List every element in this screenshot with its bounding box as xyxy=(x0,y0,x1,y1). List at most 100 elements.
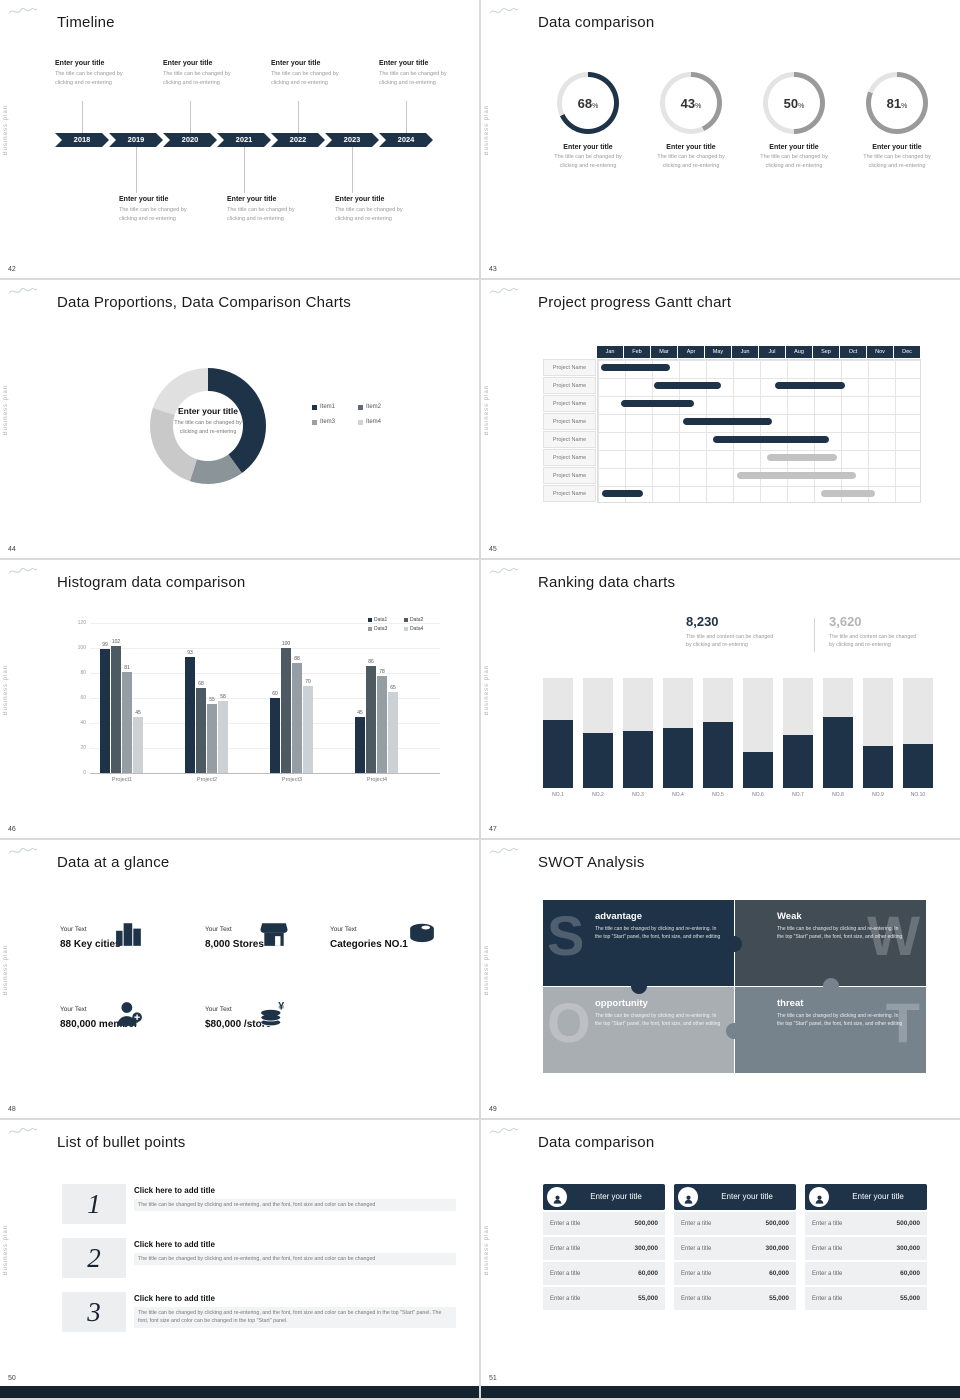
gridline xyxy=(90,673,440,674)
pie-legend: Item1 Item2 Item3 Item4 xyxy=(312,404,404,425)
stat-value: 8,230 xyxy=(686,614,719,629)
logo-squiggle-icon xyxy=(489,848,519,854)
timeline-entry-desc: clicking and re-entering xyxy=(335,215,392,222)
card-row: Enter a title 55,000 xyxy=(805,1287,927,1310)
data-card: Enter your title Enter a title 500,000 Ente… xyxy=(674,1184,796,1310)
swot-text: threat The title can be changed by clicki… xyxy=(777,998,903,1029)
donut-desc: clicking and re-entering xyxy=(868,162,926,169)
cards-canvas: Enter your title Enter a title 500,000 Ente… xyxy=(481,1120,960,1398)
card-row: Enter a title 300,000 xyxy=(543,1237,665,1260)
bar-value-label: 65 xyxy=(390,684,396,691)
gridline xyxy=(90,623,440,624)
legend-swatch xyxy=(358,404,363,410)
donut-ring: 43% xyxy=(660,72,722,134)
card-header-title: Enter your title xyxy=(590,1192,642,1201)
legend-item: Data1 xyxy=(368,617,404,623)
slide-gantt[interactable]: Business plan Project progress Gantt cha… xyxy=(481,280,960,558)
pie-center-title: Enter your title xyxy=(178,406,238,416)
stat-block: 3,620 The title and content can be change… xyxy=(829,614,951,650)
stat-item-label: Your Text xyxy=(205,1006,232,1013)
svg-text:¥: ¥ xyxy=(278,1001,284,1013)
bar-value-label: 88 xyxy=(294,656,300,662)
card-row-value: 500,000 xyxy=(634,1220,659,1227)
timeline-year-marker: 2024 xyxy=(379,133,433,147)
stat-item-value: 8,000 Stores xyxy=(205,939,264,950)
x-axis-label: NO.9 xyxy=(872,792,884,798)
bar xyxy=(366,665,376,773)
gantt-month-header: Jun xyxy=(732,346,758,358)
axis-tick-label: 80 xyxy=(80,670,86,676)
timeline-year-marker: 2021 xyxy=(217,133,271,147)
timeline-entry-title: Enter your title xyxy=(55,60,105,67)
footer-bar xyxy=(481,1386,960,1398)
gantt-month-header: Apr xyxy=(678,346,704,358)
card-row-value: 55,000 xyxy=(769,1295,789,1302)
ranking-bar-fill xyxy=(623,730,653,788)
legend-item: Data2 xyxy=(404,617,440,623)
slide-data-glance[interactable]: Business plan Data at a glance Your Text… xyxy=(0,840,479,1118)
slide-donut-comparison[interactable]: Business plan Data comparison 68% Enter y… xyxy=(481,0,960,278)
slide-ranking[interactable]: Business plan Ranking data charts 8,230 T… xyxy=(481,560,960,838)
legend-item: Item4 xyxy=(358,419,404,425)
ranking-bar-fill xyxy=(783,735,813,788)
stat-item-value: 880,000 member xyxy=(60,1019,138,1030)
gantt-bar xyxy=(621,400,695,407)
donut-unit: % xyxy=(592,102,599,110)
page-title: Timeline xyxy=(57,14,115,31)
slide-histogram[interactable]: Business plan Histogram data comparison … xyxy=(0,560,479,838)
page-number: 45 xyxy=(489,546,497,553)
donut-desc: The title can be changed by xyxy=(863,154,931,160)
timeline-entry-title: Enter your title xyxy=(379,60,429,67)
donut-desc: The title can be changed by xyxy=(760,154,828,160)
donut-title: Enter your title xyxy=(563,144,613,151)
swot-text: opportunity The title can be changed by c… xyxy=(595,998,721,1029)
timeline-entry-desc: The title can be changed by xyxy=(163,71,231,77)
bar xyxy=(207,704,217,773)
bar xyxy=(355,716,365,773)
page-title: Data comparison xyxy=(538,1134,655,1151)
bullet-content: Click here to add title The title can be … xyxy=(134,1186,456,1212)
gridline xyxy=(90,698,440,699)
bar-value-label: 102 xyxy=(111,638,121,645)
ranking-bar-fill xyxy=(823,716,853,788)
slide-pie-proportions[interactable]: Business plan Data Proportions, Data Com… xyxy=(0,280,479,558)
card-row: Enter a title 55,000 xyxy=(674,1287,796,1310)
swot-letter: T xyxy=(885,991,920,1054)
legend-swatch xyxy=(368,627,372,631)
donut-value: 81% xyxy=(886,95,908,111)
timeline-entry-title: Enter your title xyxy=(163,60,213,67)
donut-hole: 68% xyxy=(562,77,614,129)
timeline-canvas: 2018 2019 2020 2021 2022 2023 2024 Enter your t… xyxy=(0,0,479,278)
gridline xyxy=(90,723,440,724)
card-row-label: Enter a title xyxy=(812,1220,843,1227)
gantt-canvas: Jan Feb Mar Apr May Jun Jul Aug Sep Oct Nov Dec Proj… xyxy=(481,280,960,558)
bar-value-label: 93 xyxy=(187,649,193,656)
ranking-bar-fill xyxy=(903,744,933,788)
donut-cell: 43% Enter your title The title can be chan… xyxy=(645,72,737,171)
bar-value-label: 81 xyxy=(124,664,130,671)
axis-tick-label: 60 xyxy=(80,695,86,701)
stat-item: Your Text 880,000 member xyxy=(60,1002,200,1030)
swot-desc: The title can be changed by clicking and… xyxy=(777,1013,903,1027)
page-number: 47 xyxy=(489,826,497,833)
axis-tick-label: 20 xyxy=(80,745,86,751)
legend-label: Data1 xyxy=(374,617,388,623)
stat-item: Your Text Categories NO.1 xyxy=(330,923,470,950)
slide-timeline[interactable]: Business plan Timeline 2018 2019 2020 2021 2… xyxy=(0,0,479,278)
bullet-content: Click here to add title The title can be … xyxy=(134,1240,456,1266)
slide-bullets[interactable]: Business plan List of bullet points 1 Cli… xyxy=(0,1120,479,1398)
card-row-label: Enter a title xyxy=(550,1245,581,1252)
stat-desc: by clicking and re-entering xyxy=(829,642,891,649)
card-header-icon-circle xyxy=(809,1187,829,1207)
swot-name: Weak xyxy=(777,911,802,922)
person-icon xyxy=(814,1192,825,1204)
bullet-desc: The title can be changed by clicking and… xyxy=(134,1199,456,1212)
donut-desc: clicking and re-entering xyxy=(662,162,720,169)
donut-hole: 43% xyxy=(665,77,717,129)
slide-data-cards[interactable]: Business plan Data comparison Enter your… xyxy=(481,1120,960,1398)
ranking-bar-fill xyxy=(543,719,573,788)
card-row: Enter a title 55,000 xyxy=(543,1287,665,1310)
